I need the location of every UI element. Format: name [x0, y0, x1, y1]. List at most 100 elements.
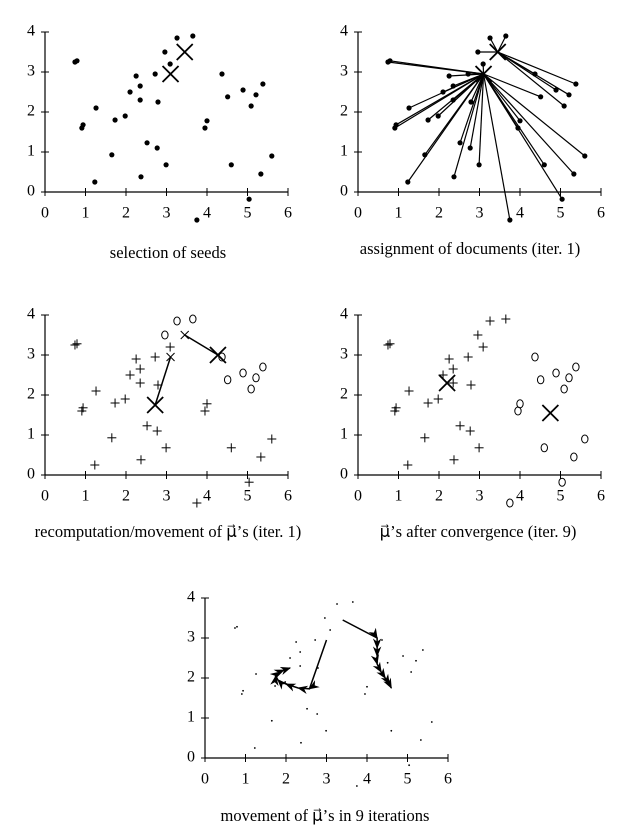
point	[364, 693, 366, 695]
circle-marker	[506, 498, 514, 508]
circle-marker	[189, 314, 197, 324]
point	[131, 354, 141, 364]
point	[444, 354, 454, 364]
y-tick-label: 0	[340, 466, 348, 483]
point	[366, 685, 368, 688]
point	[558, 477, 566, 487]
dot	[467, 145, 473, 151]
dot	[219, 71, 225, 77]
dot	[109, 152, 115, 158]
point	[152, 71, 158, 77]
point	[559, 196, 565, 202]
point	[503, 33, 509, 39]
point	[468, 99, 474, 105]
point	[474, 443, 484, 453]
dot	[422, 152, 428, 158]
point	[144, 140, 150, 146]
point	[336, 603, 338, 605]
dot	[270, 719, 273, 722]
dot	[162, 49, 168, 55]
dot	[355, 785, 358, 787]
x-tick-label: 6	[597, 488, 605, 505]
dot	[138, 174, 144, 180]
point	[455, 421, 465, 431]
assignment-line	[424, 73, 485, 156]
assignment-line	[395, 73, 484, 126]
dot	[430, 721, 433, 723]
dot	[242, 689, 244, 692]
point	[476, 162, 482, 168]
dot	[435, 113, 441, 119]
dot	[553, 87, 559, 93]
x-tick-label: 0	[41, 488, 49, 505]
point	[403, 460, 413, 470]
point	[501, 314, 511, 324]
assignment-line	[497, 51, 577, 85]
point	[258, 171, 264, 177]
circle-marker	[516, 399, 524, 409]
dot	[133, 73, 139, 79]
dot	[167, 61, 173, 67]
y-tick-label: 2	[27, 386, 35, 403]
point	[70, 340, 80, 350]
point	[329, 629, 332, 631]
y-tick-label: 3	[27, 63, 35, 80]
dot	[255, 673, 257, 675]
circle-marker	[536, 375, 545, 385]
dot	[323, 617, 326, 619]
point	[154, 145, 160, 151]
scatter-panel: 0 1 2 3 4 5 6 0 1 2 3 4 assignment of documents (ite…	[340, 23, 605, 258]
point	[474, 65, 493, 83]
x-tick-label: 5	[244, 488, 252, 505]
dot	[421, 649, 424, 651]
point	[420, 433, 430, 443]
y-tick-label: 2	[27, 103, 35, 120]
point	[125, 370, 135, 380]
dot	[440, 89, 446, 95]
point	[450, 97, 456, 103]
x-tick-label: 6	[444, 771, 452, 788]
point	[242, 689, 244, 692]
chart-title: recomputation/movement of μ⃗’s (iter. 1)	[35, 522, 302, 541]
point	[236, 625, 238, 628]
point	[489, 43, 507, 61]
point	[478, 342, 488, 352]
dot	[152, 71, 158, 77]
circle-marker	[252, 373, 260, 383]
y-tick-label: 1	[340, 426, 348, 443]
y-tick-label: 4	[340, 306, 348, 323]
point	[247, 384, 255, 394]
point	[451, 174, 457, 180]
y-tick-label: 1	[187, 709, 195, 726]
point	[552, 368, 560, 378]
point	[255, 673, 257, 675]
dot	[425, 117, 431, 123]
dot	[122, 113, 128, 119]
circle-marker	[239, 368, 247, 378]
point	[299, 665, 302, 667]
point	[226, 443, 236, 453]
x-tick-label: 3	[163, 205, 171, 222]
point	[448, 378, 458, 388]
dot	[194, 217, 200, 223]
x-tick-label: 2	[435, 205, 443, 222]
point	[465, 426, 475, 436]
point	[225, 94, 231, 100]
point	[480, 61, 486, 67]
centroid	[209, 346, 227, 364]
dot	[246, 196, 252, 202]
assignment-line	[452, 73, 484, 87]
point	[219, 71, 225, 77]
point	[246, 196, 252, 202]
centroid-path	[184, 334, 219, 356]
point	[127, 89, 133, 95]
point	[240, 87, 246, 93]
circle-marker	[173, 316, 181, 326]
point	[223, 375, 232, 385]
y-tick-label: 0	[187, 749, 195, 766]
centroid-path	[269, 639, 328, 694]
dot	[300, 741, 302, 744]
x-tick-label: 3	[323, 771, 331, 788]
point	[383, 340, 393, 350]
circle-marker	[558, 477, 566, 487]
